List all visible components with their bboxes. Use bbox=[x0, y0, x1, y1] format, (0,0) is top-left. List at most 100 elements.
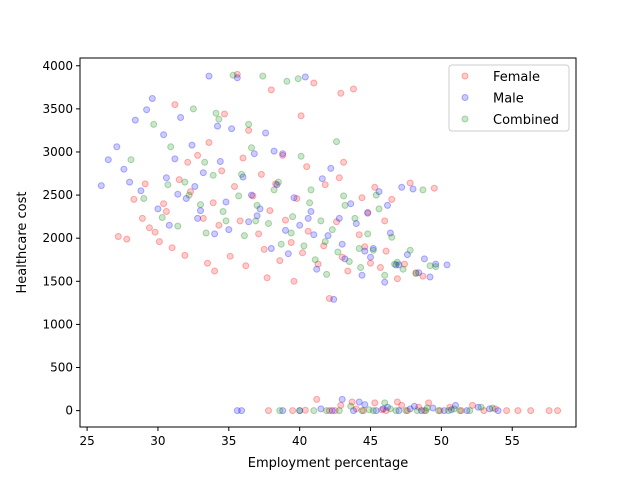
female-point bbox=[276, 257, 284, 265]
female-point bbox=[378, 406, 386, 414]
male-point bbox=[267, 245, 275, 252]
male-point bbox=[474, 403, 482, 411]
combined-point bbox=[365, 406, 373, 414]
female-point bbox=[320, 242, 328, 250]
combined-point bbox=[150, 120, 158, 128]
male-point bbox=[113, 143, 121, 151]
female-point bbox=[325, 295, 333, 302]
male-point bbox=[165, 221, 173, 229]
female-point bbox=[249, 192, 257, 200]
female-point bbox=[187, 188, 194, 196]
male-point bbox=[177, 114, 185, 121]
combined-point bbox=[341, 201, 349, 209]
combined-point bbox=[270, 186, 278, 194]
female-point bbox=[260, 245, 268, 253]
female-point bbox=[162, 208, 170, 215]
plot-area bbox=[97, 70, 562, 415]
male-point bbox=[406, 405, 414, 413]
combined-point bbox=[307, 186, 315, 194]
y-tick-label: 2000 bbox=[42, 231, 73, 245]
male-point bbox=[335, 214, 343, 222]
male-point bbox=[341, 255, 349, 263]
combined-point bbox=[265, 220, 272, 227]
female-point bbox=[242, 262, 250, 270]
female-point bbox=[425, 399, 433, 407]
combined-point bbox=[369, 246, 377, 254]
male-point bbox=[318, 175, 326, 183]
female-point bbox=[233, 70, 241, 78]
female-point bbox=[138, 214, 146, 222]
male-point bbox=[364, 209, 372, 217]
female-point bbox=[393, 275, 401, 283]
combined-point bbox=[164, 181, 172, 189]
male-point bbox=[214, 122, 221, 130]
combined-point bbox=[413, 407, 421, 415]
combined-point bbox=[392, 407, 400, 415]
legend-marker-female bbox=[461, 72, 469, 80]
combined-point bbox=[450, 405, 458, 413]
female-point bbox=[181, 251, 189, 259]
male-point bbox=[279, 150, 287, 158]
combined-point bbox=[287, 229, 295, 237]
female-point bbox=[168, 244, 176, 252]
combined-point bbox=[167, 143, 175, 151]
combined-point bbox=[402, 407, 410, 415]
female-point bbox=[236, 217, 244, 225]
female-point bbox=[263, 274, 271, 282]
female-point bbox=[301, 406, 309, 414]
y-tick-label: 3000 bbox=[42, 145, 73, 159]
female-point bbox=[171, 101, 179, 109]
x-axis: 25 30 35 40 45 50 55 bbox=[79, 427, 520, 448]
combined-point bbox=[323, 270, 331, 278]
combined-point bbox=[185, 191, 193, 199]
combined-point bbox=[245, 120, 253, 128]
female-point bbox=[255, 230, 263, 238]
x-axis-label: Employment percentage bbox=[248, 456, 409, 471]
female-point bbox=[130, 195, 138, 203]
male-point bbox=[355, 398, 363, 406]
male-point bbox=[222, 198, 230, 206]
female-point bbox=[469, 401, 476, 409]
female-point bbox=[155, 238, 163, 246]
male-point bbox=[282, 226, 289, 234]
combined-point bbox=[252, 217, 260, 225]
female-point bbox=[364, 208, 372, 216]
y-tick-label: 500 bbox=[50, 361, 73, 375]
combined-point bbox=[235, 192, 243, 200]
combined-point bbox=[202, 229, 210, 237]
female-point bbox=[412, 269, 420, 277]
combined-point bbox=[334, 248, 342, 256]
male-point bbox=[154, 205, 162, 213]
female-point bbox=[388, 195, 396, 203]
combined-point bbox=[209, 171, 217, 179]
male-point bbox=[211, 230, 219, 238]
combined-point bbox=[297, 152, 305, 160]
female-point bbox=[199, 214, 207, 222]
male-point bbox=[131, 116, 139, 124]
male-point bbox=[253, 212, 261, 220]
combined-point bbox=[212, 109, 220, 117]
female-point bbox=[310, 79, 318, 87]
combined-point bbox=[347, 402, 355, 410]
female-point bbox=[265, 407, 272, 415]
combined-point bbox=[375, 205, 383, 213]
female-point bbox=[415, 403, 423, 411]
male-point bbox=[395, 407, 403, 415]
male-point bbox=[440, 407, 448, 415]
male-point bbox=[350, 407, 357, 415]
female-point bbox=[194, 151, 202, 159]
female-point bbox=[325, 407, 333, 415]
male-point bbox=[324, 232, 332, 240]
male-point bbox=[256, 205, 264, 213]
combined-point bbox=[248, 144, 255, 152]
male-point bbox=[250, 150, 258, 158]
combined-point bbox=[296, 407, 304, 415]
combined-point bbox=[189, 105, 197, 113]
combined-point bbox=[386, 405, 394, 413]
axes-frame bbox=[79, 57, 577, 428]
combined-point bbox=[277, 240, 285, 248]
y-axis-label: Healthcare cost bbox=[15, 192, 30, 294]
male-point bbox=[426, 273, 434, 281]
female-point bbox=[359, 407, 367, 415]
combined-point bbox=[381, 271, 389, 279]
